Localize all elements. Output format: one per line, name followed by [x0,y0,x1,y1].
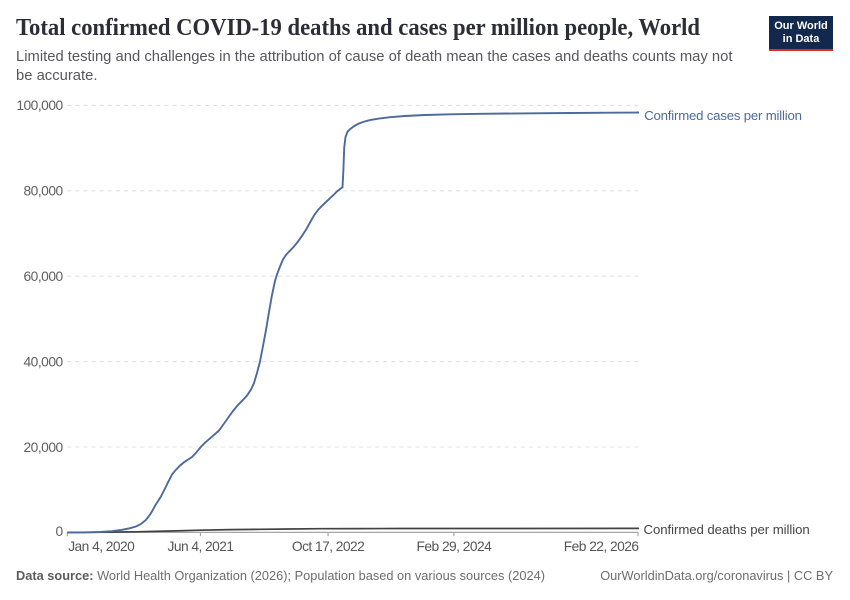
svg-text:Oct 17, 2022: Oct 17, 2022 [292,539,364,554]
svg-text:Feb 29, 2024: Feb 29, 2024 [417,539,493,554]
svg-text:100,000: 100,000 [16,98,63,113]
svg-text:80,000: 80,000 [23,184,63,199]
svg-text:Jan 4, 2020: Jan 4, 2020 [68,539,135,554]
svg-text:Confirmed cases per million: Confirmed cases per million [644,108,802,123]
svg-text:40,000: 40,000 [23,355,63,370]
svg-text:Confirmed deaths per million: Confirmed deaths per million [644,522,810,537]
svg-text:20,000: 20,000 [23,440,63,455]
svg-text:Jun 4, 2021: Jun 4, 2021 [167,539,233,554]
svg-text:60,000: 60,000 [23,269,63,284]
svg-text:Feb 22, 2026: Feb 22, 2026 [564,539,640,554]
svg-text:0: 0 [56,524,64,539]
